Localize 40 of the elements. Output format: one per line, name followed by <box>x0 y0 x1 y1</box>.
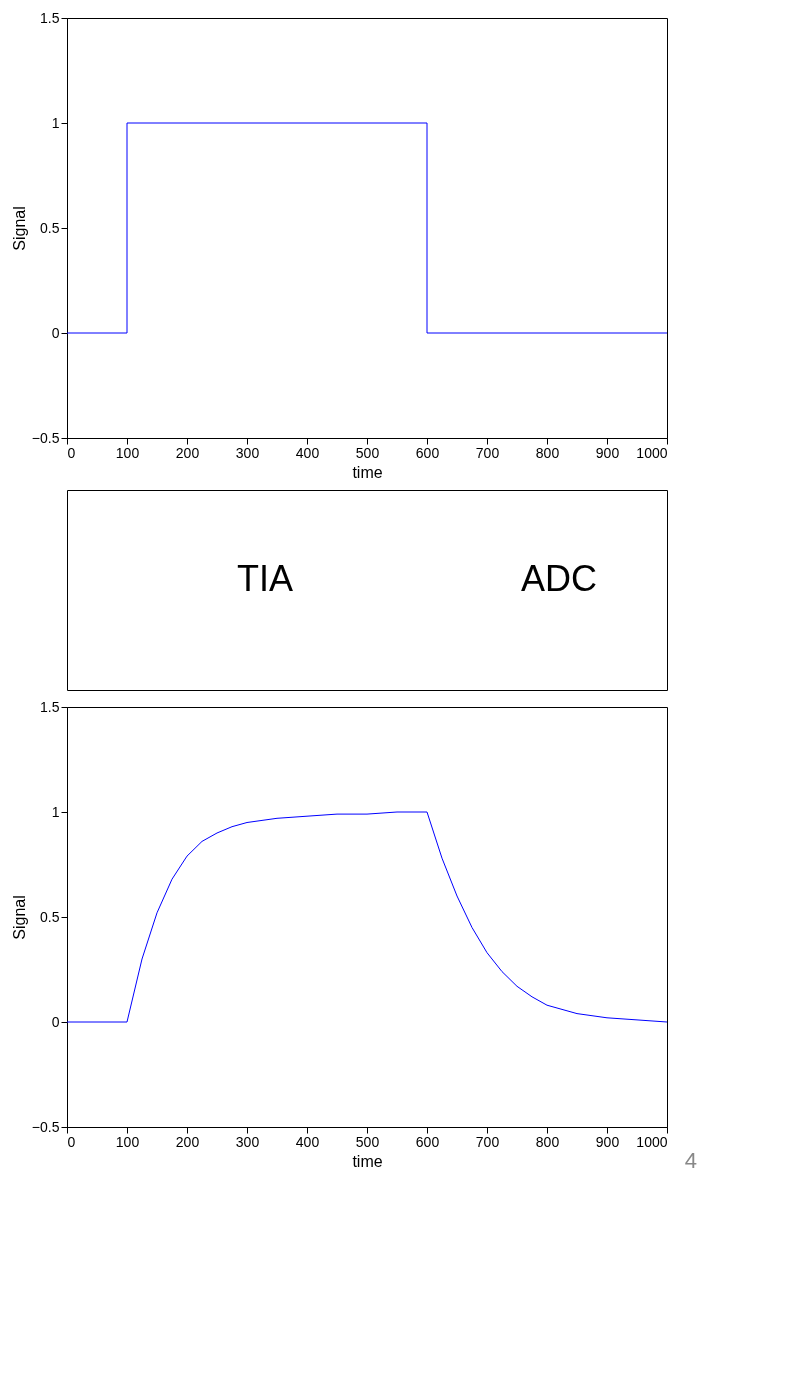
x-tick-label: 600 <box>415 444 440 461</box>
x-tick-label: 100 <box>115 1133 140 1150</box>
x-axis-title: time <box>352 1152 383 1170</box>
x-tick-label: 900 <box>595 444 620 461</box>
x-tick-label: 700 <box>475 1133 500 1150</box>
x-tick-label: 200 <box>175 1133 200 1150</box>
y-tick-label: 0.5 <box>40 219 60 236</box>
x-tick-label: 1000 <box>636 444 668 461</box>
x-tick-label: 800 <box>535 1133 560 1150</box>
y-tick-label: 1 <box>51 803 60 820</box>
x-tick-label: 700 <box>475 444 500 461</box>
x-tick-label: 500 <box>355 1133 380 1150</box>
text: 4 <box>684 1148 697 1173</box>
x-tick-label: 600 <box>415 1133 440 1150</box>
y-tick-label: 1.5 <box>40 9 60 26</box>
x-tick-label: 200 <box>175 444 200 461</box>
y-tick-label: 1.5 <box>40 698 60 715</box>
x-tick-label: 400 <box>295 1133 320 1150</box>
text: ADC <box>520 558 598 599</box>
text: TIA <box>236 558 294 599</box>
x-tick-label: 0 <box>67 444 76 461</box>
y-axis-title: Signal <box>10 206 28 251</box>
y-tick-label: 0 <box>51 1013 60 1030</box>
x-tick-label: 300 <box>235 444 260 461</box>
y-tick-label: −0.5 <box>31 429 60 446</box>
x-tick-label: 300 <box>235 1133 260 1150</box>
x-tick-label: 0 <box>67 1133 76 1150</box>
x-tick-label: 800 <box>535 444 560 461</box>
x-tick-label: 900 <box>595 1133 620 1150</box>
y-tick-label: 1 <box>51 114 60 131</box>
y-tick-label: 0.5 <box>40 908 60 925</box>
x-tick-label: 1000 <box>636 1133 668 1150</box>
y-tick-label: 0 <box>51 324 60 341</box>
x-tick-label: 100 <box>115 444 140 461</box>
x-axis-title: time <box>352 463 383 481</box>
x-tick-label: 500 <box>355 444 380 461</box>
y-tick-label: −0.5 <box>31 1118 60 1135</box>
x-tick-label: 400 <box>295 444 320 461</box>
y-axis-title: Signal <box>10 895 28 940</box>
line-series <box>66 811 668 1023</box>
